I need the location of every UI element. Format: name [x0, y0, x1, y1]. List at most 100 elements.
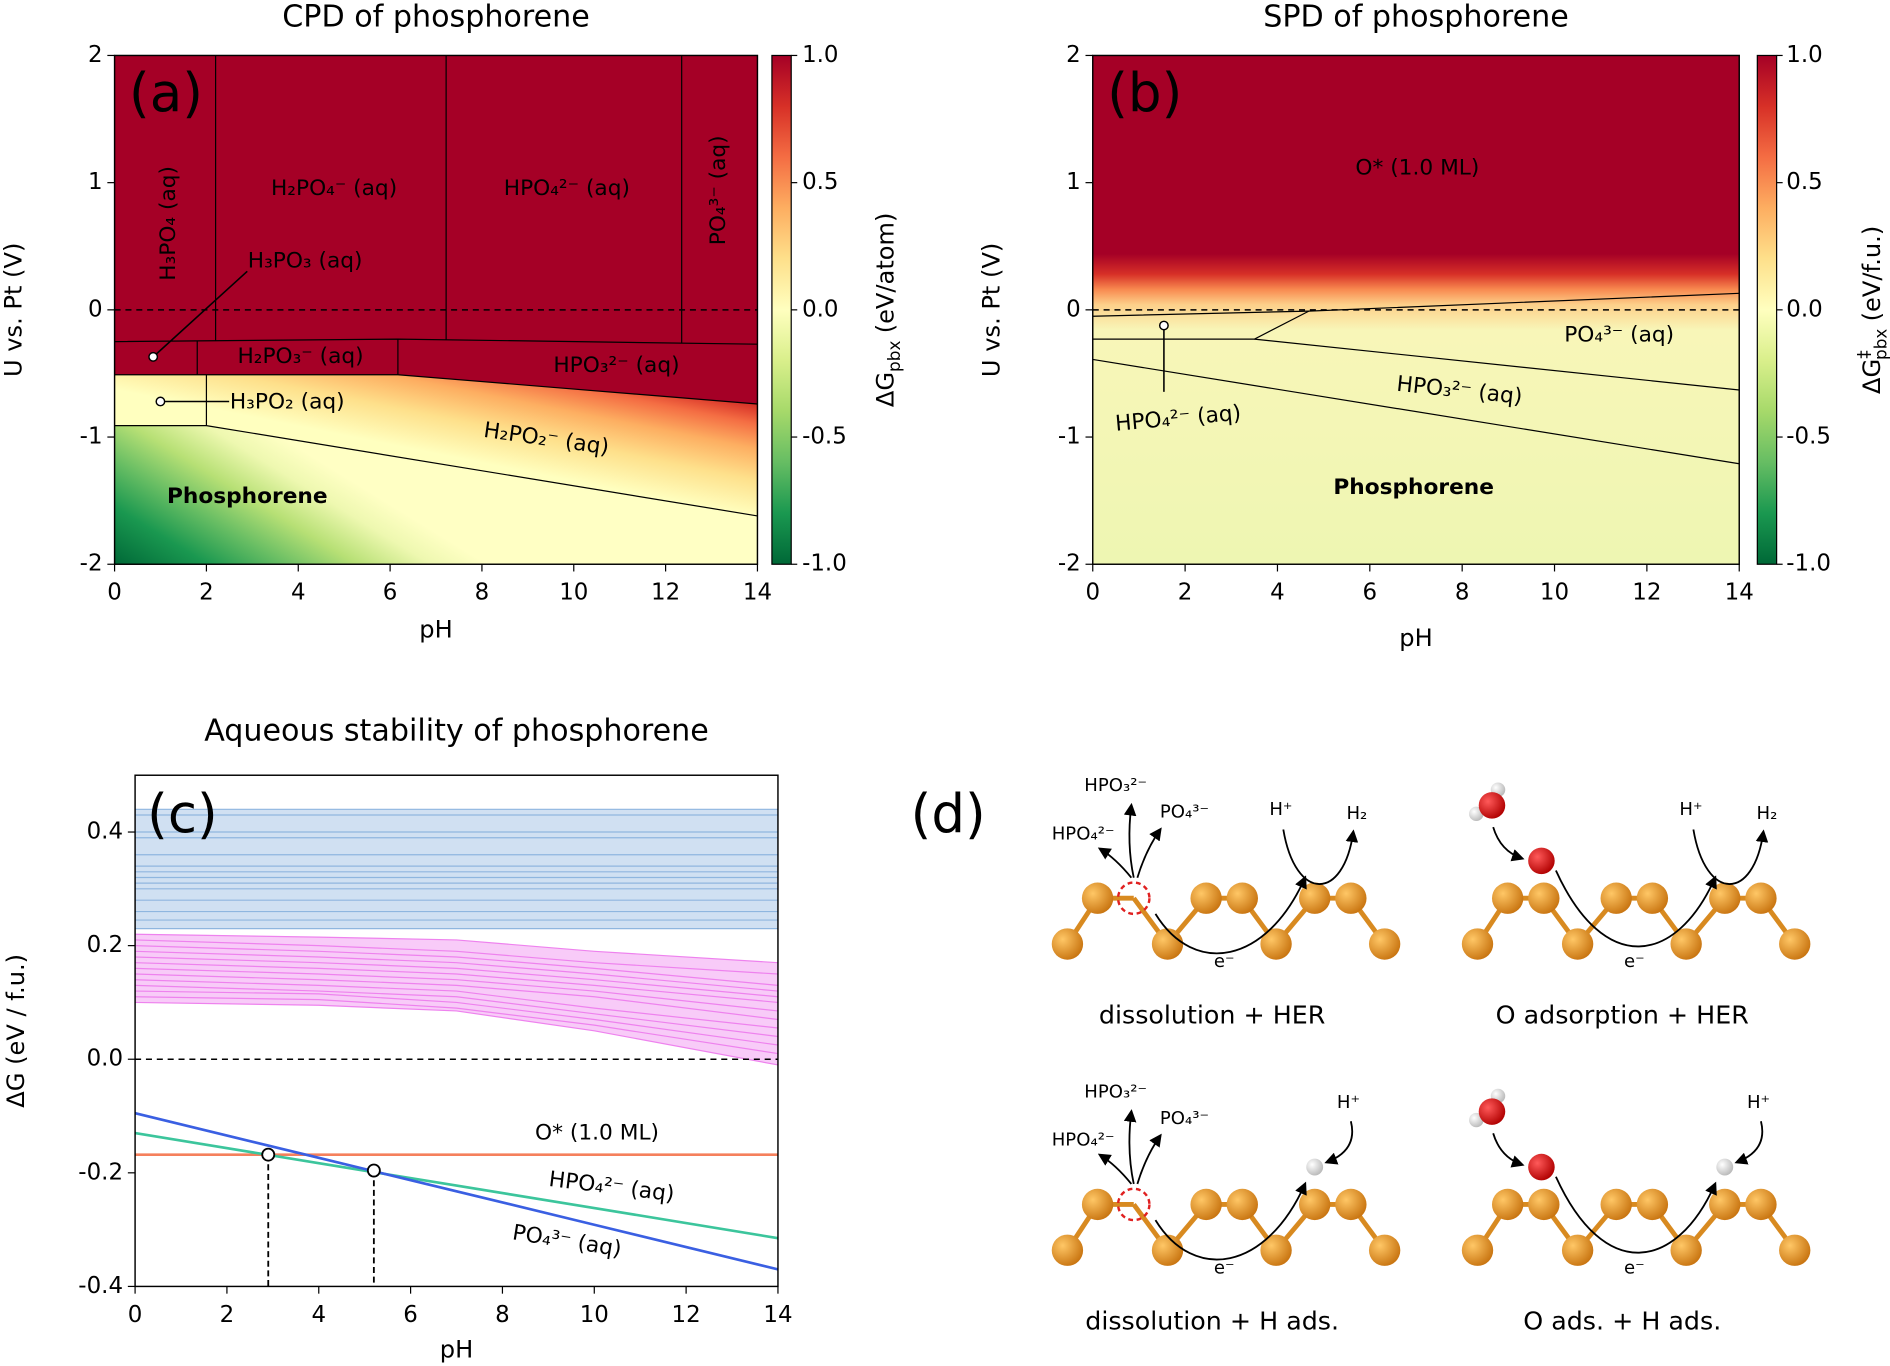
colorbar-label-part: (eV/f.u.) — [1858, 226, 1886, 322]
proton-label: H⁺ — [1679, 799, 1702, 820]
y-tick-label: -2 — [1058, 551, 1081, 577]
series-line — [135, 996, 779, 1055]
x-axis-label: pH — [1399, 624, 1432, 652]
arrow — [1692, 829, 1769, 885]
h-atom — [1306, 1158, 1324, 1176]
p-atom — [1081, 882, 1114, 914]
p-atom — [1368, 1234, 1401, 1266]
p-atom — [1335, 1188, 1367, 1221]
y-tick-label: -1 — [80, 424, 103, 450]
colorbar-tick-label: 0.5 — [802, 169, 838, 195]
schematic-panel: e⁻ H⁺ H₂ O adsorption + HER — [1461, 782, 1811, 1029]
product-label: HPO₄²⁻ — [1052, 823, 1115, 844]
x-tick-label: 14 — [763, 1302, 792, 1328]
y-axis-label: U vs. Pt (V) — [978, 243, 1006, 377]
arrow — [1097, 847, 1133, 879]
colorbar-tick-label: 1.0 — [802, 42, 838, 68]
colorbar-tick-label: -0.5 — [1786, 424, 1831, 450]
schematic-panel: HPO₃²⁻ PO₄³⁻ HPO₄²⁻ e⁻ H⁺ dissolution + H ads… — [1052, 1081, 1401, 1336]
x-tick-label: 10 — [580, 1302, 609, 1328]
x-tick-label: 6 — [383, 580, 398, 606]
hydrogen-label: H₂ — [1757, 803, 1778, 824]
x-tick-label: 12 — [651, 580, 680, 606]
p-atom — [1081, 1188, 1114, 1221]
electron-label: e⁻ — [1214, 951, 1235, 972]
colorbar — [771, 54, 792, 565]
y-tick-label: 1 — [1066, 169, 1081, 195]
arrow — [1154, 875, 1307, 955]
product-label: HPO₄²⁻ — [1052, 1130, 1115, 1151]
electron-label: e⁻ — [1624, 951, 1645, 972]
electron-label: e⁻ — [1624, 1257, 1645, 1278]
vacancy — [1116, 1187, 1151, 1222]
p-atom — [1745, 882, 1777, 914]
y-tick-label: -0.4 — [78, 1273, 123, 1299]
series-line — [134, 1111, 779, 1271]
colorbar-tick-label: 1.0 — [1786, 42, 1822, 68]
p-atom — [1709, 1188, 1741, 1221]
colorbar — [1756, 54, 1778, 565]
intersection-point — [261, 1147, 276, 1162]
region-label: H₃PO₄ (aq) — [156, 166, 181, 281]
phase-field — [114, 55, 758, 404]
region-marker — [1158, 320, 1169, 331]
p-atom — [1528, 1188, 1560, 1221]
colorbar-label-part: ΔG — [1858, 359, 1886, 394]
product-label: HPO₃²⁻ — [1084, 1081, 1147, 1102]
x-tick-label: 10 — [1540, 580, 1569, 606]
caption: O adsorption + HER — [1496, 999, 1749, 1029]
p-atom — [1670, 928, 1702, 960]
x-tick-label: 8 — [1455, 580, 1470, 606]
series-line — [135, 945, 779, 986]
colorbar-label: ΔGpbx (eV/atom) — [871, 213, 903, 408]
caption: dissolution + H ads. — [1085, 1306, 1339, 1336]
y-tick-label: 0.2 — [87, 932, 123, 958]
series-line — [135, 939, 778, 975]
p-atom — [1151, 1234, 1184, 1266]
x-axis-label: pH — [440, 1335, 473, 1363]
p-atom — [1151, 928, 1184, 960]
o-atom — [1478, 1098, 1506, 1125]
y-tick-label: 2 — [88, 42, 103, 68]
series-line — [134, 1131, 779, 1240]
series-line — [135, 933, 778, 964]
series-label: HPO₄²⁻ (aq) — [547, 1167, 675, 1207]
y-tick-label: -1 — [1058, 424, 1081, 450]
series-band — [135, 809, 778, 929]
o-atom — [1528, 1153, 1555, 1181]
p-atom — [1561, 1234, 1594, 1266]
chart-title: SPD of phosphorene — [1263, 0, 1569, 35]
arrow — [1136, 827, 1162, 878]
series-line — [135, 990, 779, 1046]
x-tick-label: 4 — [291, 580, 306, 606]
p-atom — [1491, 1188, 1524, 1221]
x-tick-label: 6 — [403, 1302, 418, 1328]
x-tick-label: 2 — [220, 1302, 235, 1328]
h-atom — [1716, 1158, 1734, 1176]
colorbar-tick-label: -1.0 — [1786, 551, 1831, 577]
caption: dissolution + HER — [1099, 999, 1325, 1029]
p-atom — [1260, 1234, 1292, 1266]
arrow — [1555, 870, 1717, 948]
p-atom — [1779, 1234, 1811, 1266]
colorbar-tick-label: 0.5 — [1786, 169, 1822, 195]
plot-frame — [134, 774, 779, 1288]
region-label: H₃PO₃ (aq) — [248, 249, 363, 274]
arrow — [1136, 1133, 1162, 1185]
p-atom — [1670, 1234, 1702, 1266]
chart-title: CPD of phosphorene — [282, 0, 590, 35]
series-label: O* (1.0 ML) — [535, 1120, 659, 1145]
p-atom — [1226, 1188, 1258, 1221]
arrow — [1282, 829, 1359, 885]
p-atom — [1779, 928, 1811, 960]
p-atom — [1528, 882, 1560, 914]
y-tick-label: -2 — [80, 551, 103, 577]
colorbar-tick-label: 0.0 — [802, 296, 838, 322]
x-tick-label: 4 — [1270, 580, 1285, 606]
panel-label: (a) — [129, 62, 203, 124]
p-atom — [1636, 1188, 1669, 1221]
y-tick-label: 0 — [88, 296, 103, 322]
arrow — [1492, 826, 1525, 862]
region-label: PO₄³⁻ (aq) — [706, 135, 731, 245]
